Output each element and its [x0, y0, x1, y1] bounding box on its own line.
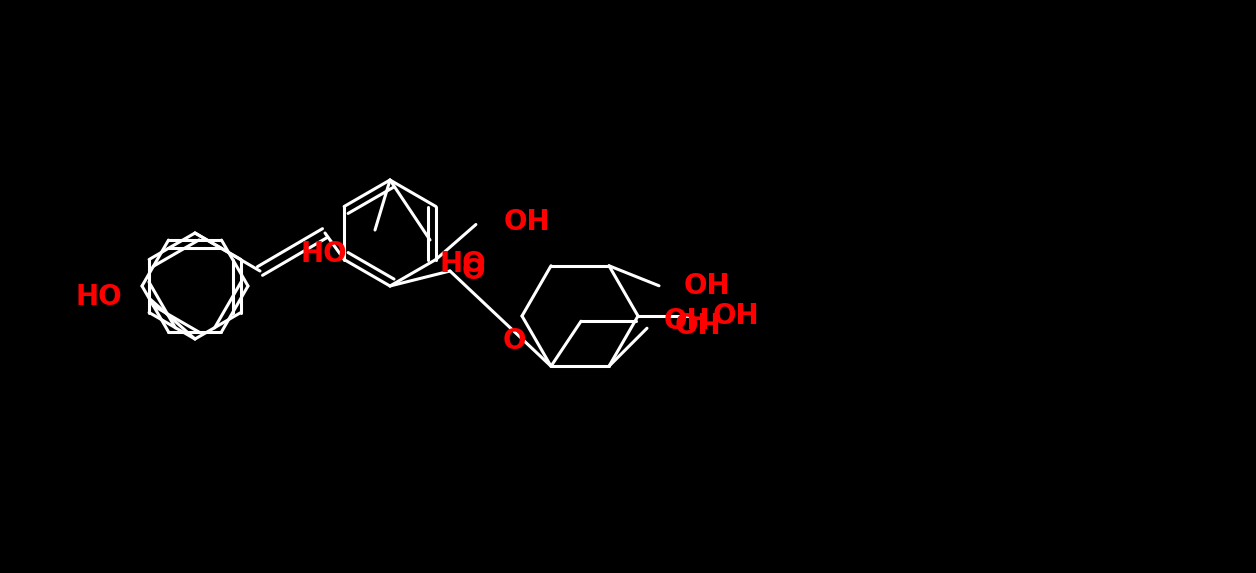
Text: OH: OH	[674, 312, 722, 340]
Text: OH: OH	[504, 209, 550, 237]
Text: OH: OH	[685, 272, 731, 300]
Text: O: O	[502, 327, 526, 355]
Text: HO: HO	[300, 240, 347, 268]
Text: HO: HO	[75, 283, 122, 311]
Text: HO: HO	[440, 250, 486, 278]
Text: O: O	[462, 257, 486, 285]
Text: OH: OH	[664, 307, 711, 335]
Text: OH: OH	[713, 302, 760, 330]
